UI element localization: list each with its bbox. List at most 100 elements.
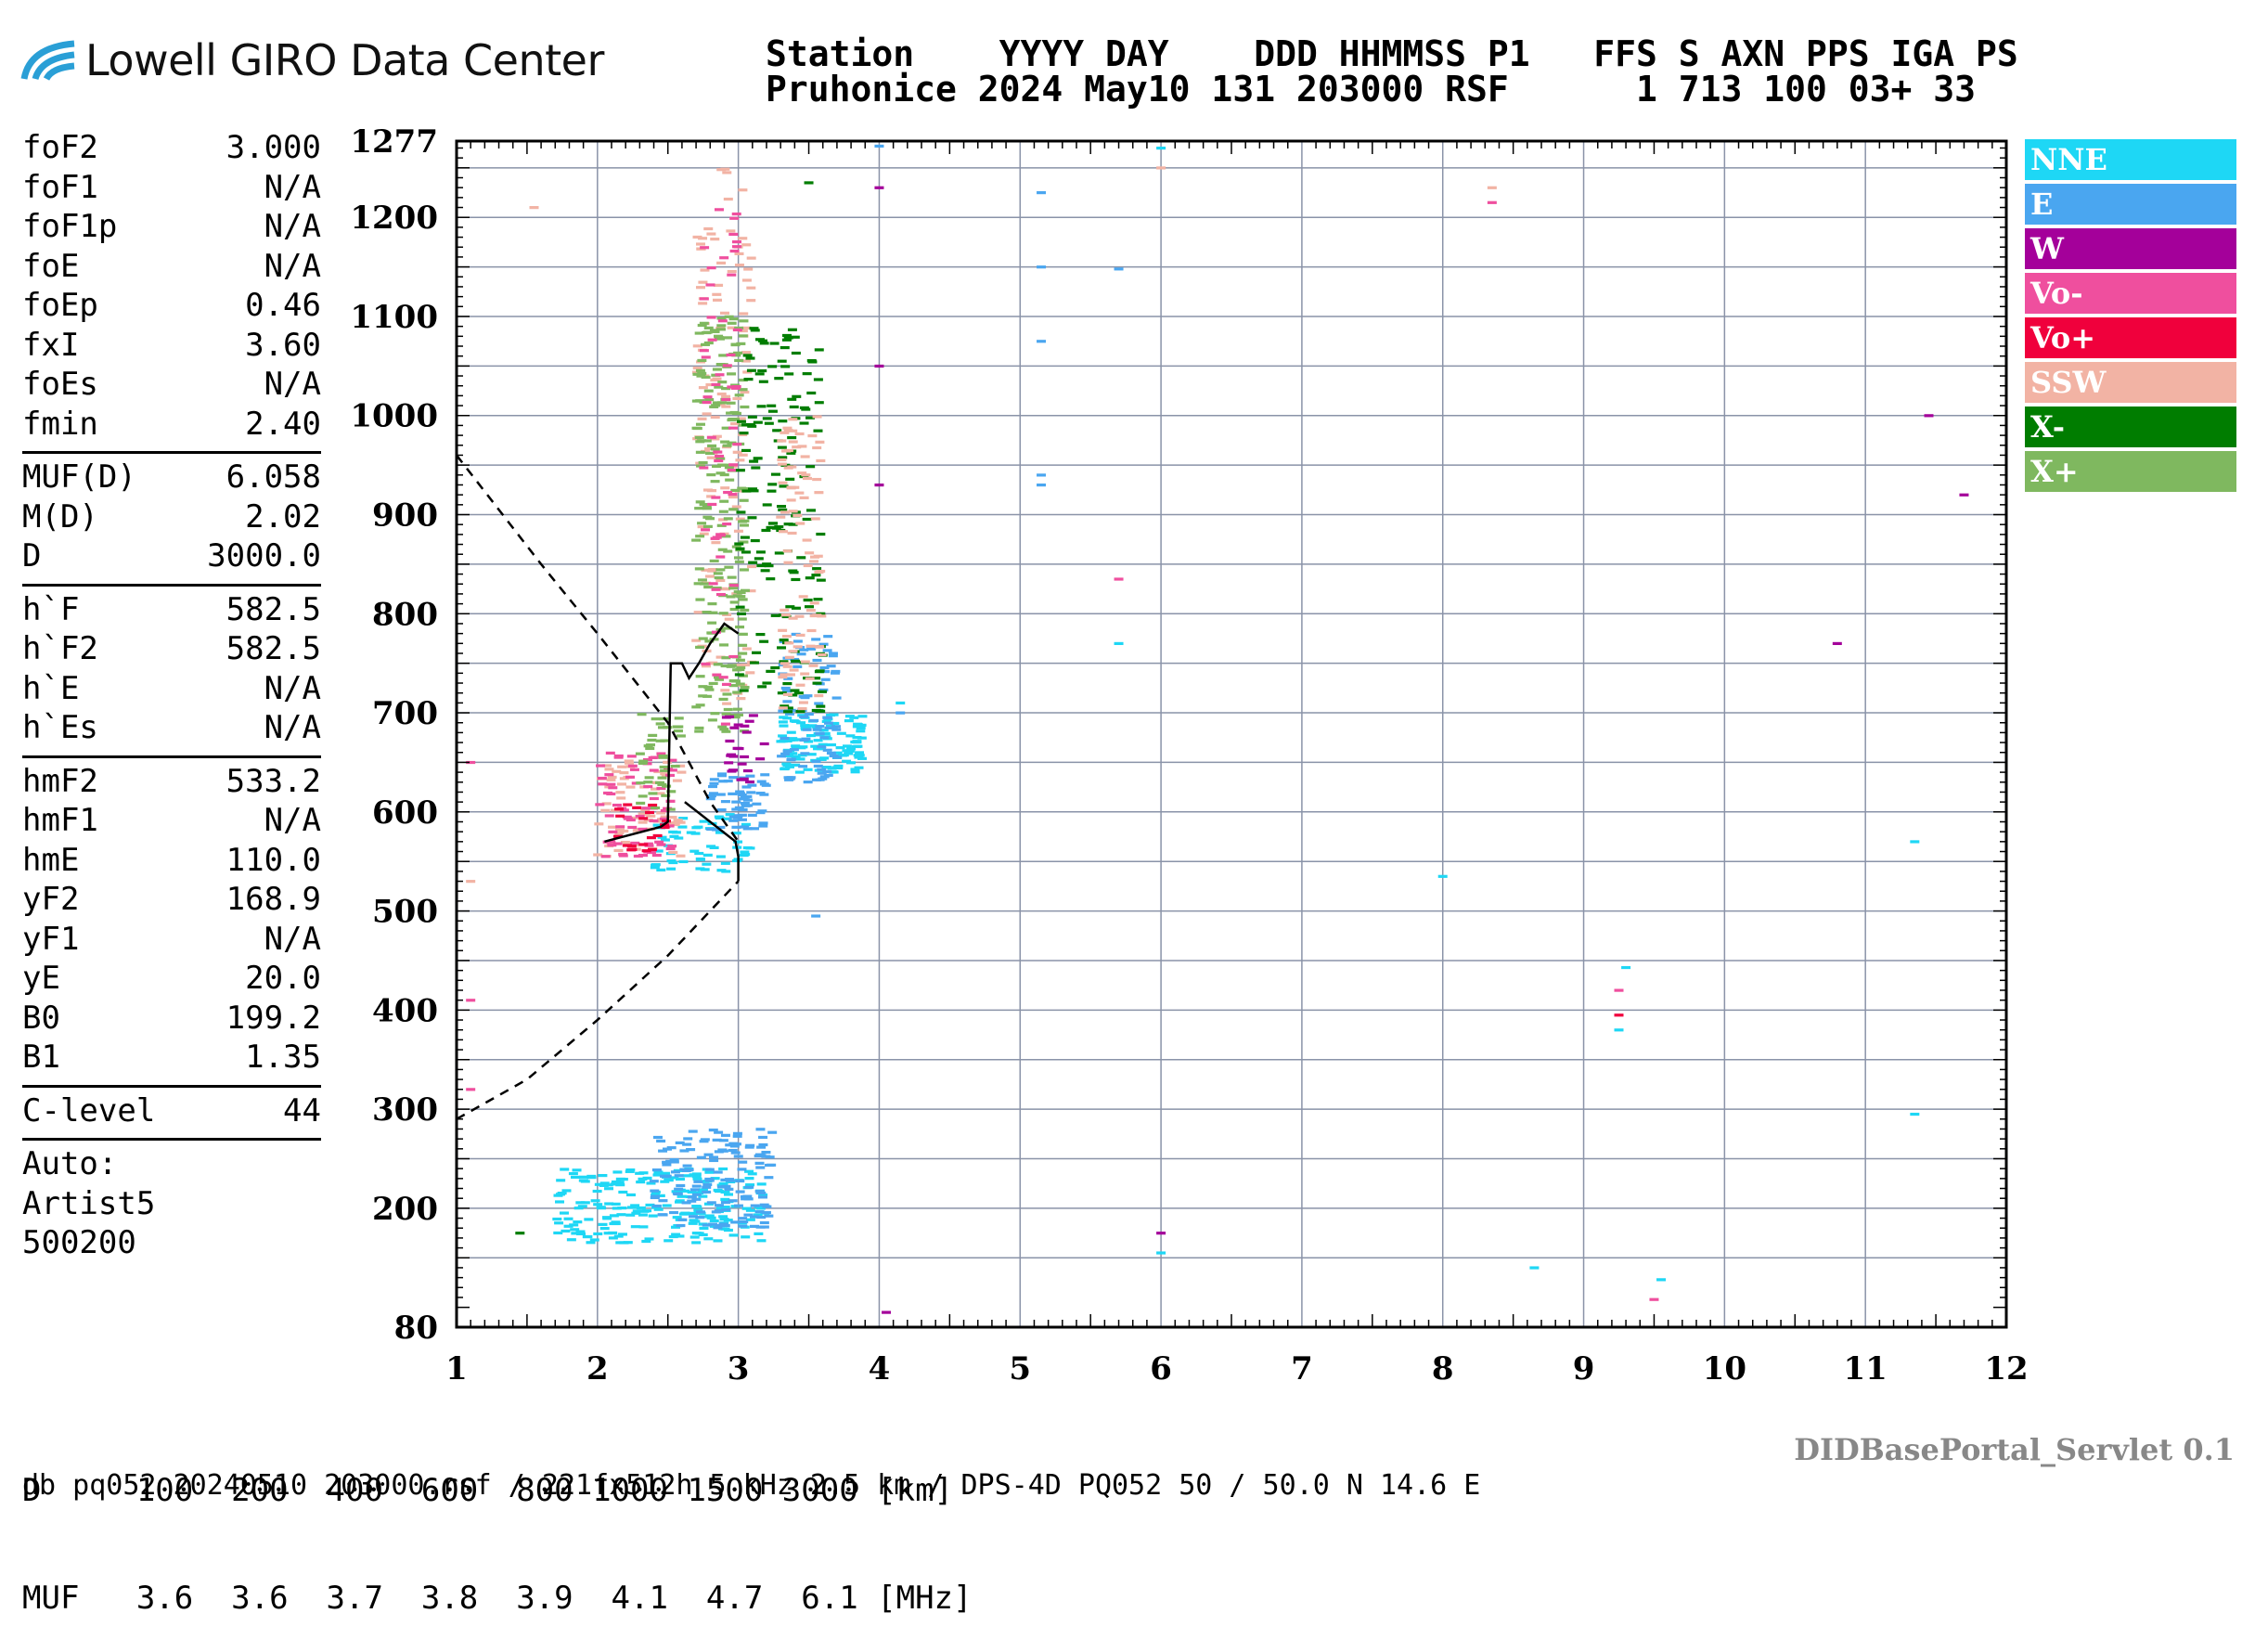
echo-mark	[716, 316, 727, 320]
echo-mark	[781, 449, 792, 453]
echo-mark	[735, 790, 745, 794]
echo-mark	[812, 728, 822, 731]
echo-mark	[698, 1194, 708, 1198]
echo-mark	[741, 1235, 751, 1239]
echo-mark	[811, 638, 821, 641]
echo-mark	[789, 738, 799, 742]
echo-mark	[817, 614, 827, 618]
echo-mark	[1910, 1112, 1920, 1116]
echo-mark	[736, 778, 746, 781]
echo-mark	[632, 1209, 642, 1213]
echo-mark	[794, 432, 805, 436]
echo-mark	[695, 645, 705, 650]
echo-mark	[747, 783, 757, 787]
echo-mark	[786, 485, 796, 489]
echo-mark	[702, 1223, 712, 1227]
echo-mark	[609, 1214, 619, 1218]
echo-mark	[814, 670, 824, 674]
echo-mark	[715, 568, 726, 572]
echo-mark	[833, 766, 844, 770]
echo-mark	[759, 742, 769, 746]
echo-mark	[830, 721, 840, 726]
echo-mark	[731, 505, 741, 509]
echo-mark	[852, 740, 862, 743]
echo-mark	[829, 713, 839, 716]
echo-mark	[706, 1216, 716, 1220]
echo-mark	[649, 796, 659, 801]
echo-mark	[656, 1139, 666, 1143]
echo-mark	[728, 819, 739, 822]
echo-mark	[734, 394, 744, 397]
echo-mark	[788, 616, 798, 620]
echo-mark	[608, 786, 618, 790]
echo-mark	[706, 631, 716, 635]
echo-mark	[778, 734, 788, 738]
echo-mark	[650, 1189, 660, 1193]
echo-mark	[698, 1188, 708, 1192]
echo-mark	[805, 609, 816, 613]
echo-mark	[727, 753, 737, 756]
echo-mark	[655, 792, 665, 795]
echo-mark	[728, 232, 739, 237]
echo-mark	[761, 1210, 771, 1215]
echo-mark	[782, 681, 792, 686]
echo-mark	[466, 999, 476, 1002]
echo-mark	[733, 1155, 743, 1158]
echo-mark	[619, 808, 629, 812]
echo-mark	[658, 1213, 668, 1217]
echo-mark	[724, 565, 734, 569]
echo-mark	[738, 1217, 748, 1220]
echo-mark	[676, 770, 687, 774]
echo-mark	[818, 777, 828, 781]
echo-mark	[815, 440, 825, 444]
echo-mark	[699, 321, 709, 325]
echo-mark	[822, 716, 832, 719]
echo-mark	[759, 1220, 769, 1225]
echo-mark	[708, 582, 718, 586]
echo-mark	[818, 742, 828, 746]
echo-mark	[699, 466, 709, 470]
echo-mark	[734, 358, 744, 363]
echo-mark	[653, 1207, 664, 1211]
echo-mark	[728, 768, 739, 772]
echo-mark	[741, 359, 751, 363]
echo-mark	[766, 669, 776, 673]
echo-mark	[733, 529, 743, 533]
echo-mark	[788, 418, 798, 421]
echo-mark	[698, 237, 708, 240]
echo-mark	[702, 862, 712, 866]
echo-mark	[732, 396, 742, 401]
echo-mark	[695, 867, 705, 871]
echo-mark	[691, 538, 702, 542]
echo-mark	[606, 778, 616, 781]
echo-mark	[598, 1173, 608, 1178]
echo-mark	[842, 744, 852, 748]
echo-mark	[785, 477, 795, 481]
echo-mark	[816, 532, 826, 536]
echo-mark	[718, 354, 728, 357]
echo-mark	[714, 815, 724, 819]
param-name: h`Es	[22, 709, 98, 746]
echo-mark	[786, 673, 796, 677]
echo-mark	[1037, 340, 1047, 343]
param-row: yE 20.0	[22, 959, 321, 999]
echo-mark	[694, 435, 704, 440]
echo-mark	[783, 706, 793, 710]
echo-mark	[738, 432, 748, 436]
y-tick-label: 500	[372, 894, 438, 931]
echo-mark	[695, 598, 705, 601]
muf-row: MUF 3.6 3.6 3.7 3.8 3.9 4.1 4.7 6.1 [MHz…	[22, 1580, 973, 1617]
echo-mark	[762, 503, 772, 507]
echo-mark	[820, 670, 831, 674]
echo-mark	[684, 1168, 694, 1171]
echo-mark	[618, 1190, 628, 1194]
echo-mark	[686, 831, 696, 834]
echo-mark	[795, 633, 805, 638]
echo-mark	[632, 806, 642, 809]
echo-mark	[691, 1184, 702, 1188]
echo-mark	[723, 549, 733, 553]
echo-mark	[700, 342, 710, 346]
echo-mark	[813, 598, 823, 601]
echo-mark	[734, 806, 744, 809]
echo-mark	[712, 377, 722, 381]
